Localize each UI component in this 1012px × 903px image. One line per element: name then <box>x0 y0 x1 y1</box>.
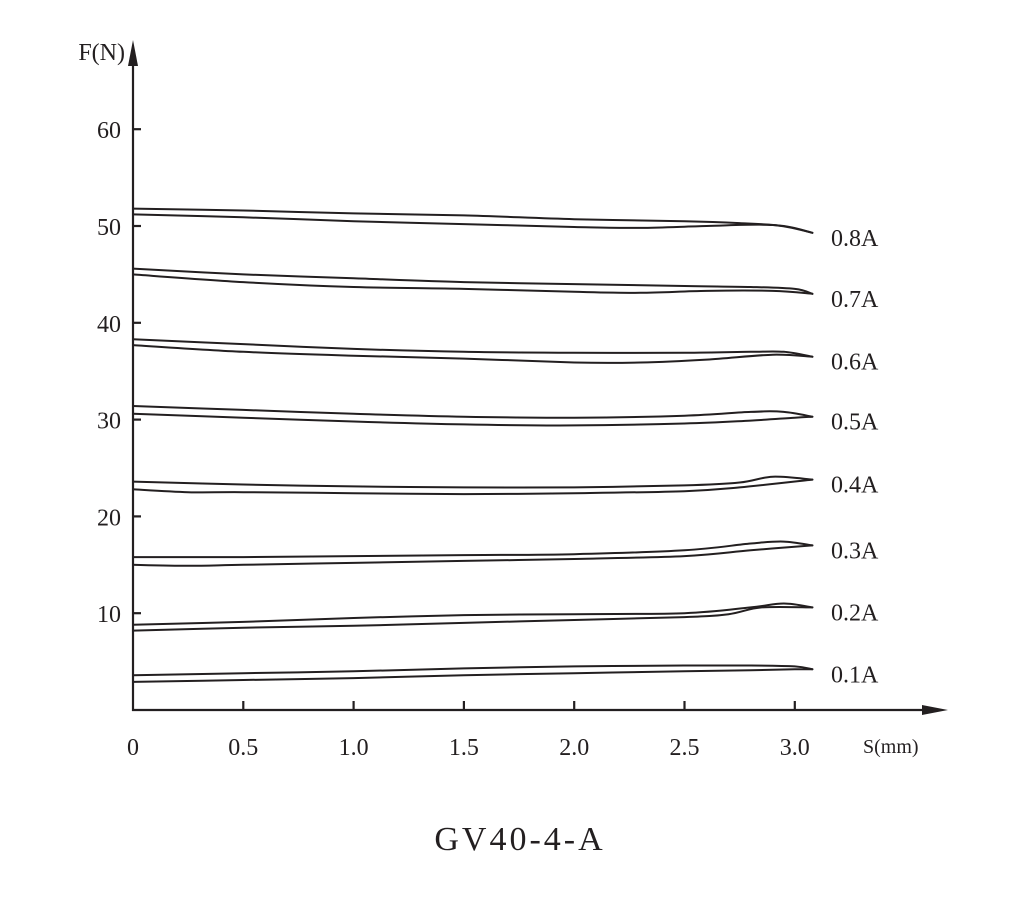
x-tick-label: 1.5 <box>449 735 479 761</box>
y-tick-label: 60 <box>97 118 121 144</box>
curve-0_6A <box>132 338 814 364</box>
lower-branch <box>132 412 814 427</box>
series-label: 0.1A <box>831 662 879 688</box>
series-label: 0.7A <box>831 287 879 313</box>
x-tick-label: 1.0 <box>339 735 369 761</box>
lower-branch <box>132 544 814 567</box>
y-ticks: 10 20 30 40 50 60 <box>97 118 141 628</box>
curve-0_8A <box>132 207 814 234</box>
x-axis-arrow-icon <box>922 705 948 715</box>
y-tick-label: 40 <box>97 312 121 338</box>
series-label: 0.4A <box>831 473 879 499</box>
upper-branch <box>132 267 814 295</box>
lower-branch <box>132 478 814 496</box>
y-tick-label: 10 <box>97 602 121 628</box>
curve-0_2A <box>132 602 814 632</box>
x-tick-label: 0.5 <box>228 735 258 761</box>
lower-branch <box>132 213 814 234</box>
series-label: 0.5A <box>831 410 879 436</box>
upper-branch <box>132 475 814 489</box>
x-tick-label: 2.0 <box>559 735 589 761</box>
y-axis-title: F(N) <box>78 40 125 66</box>
y-axis-arrow-icon <box>128 40 138 66</box>
y-tick-label: 30 <box>97 409 121 435</box>
lower-branch <box>132 344 814 364</box>
y-tick-label: 50 <box>97 215 121 241</box>
upper-branch <box>132 540 814 559</box>
upper-branch <box>132 207 814 234</box>
x-tick-label: 2.5 <box>670 735 700 761</box>
series-labels: 0.1A 0.2A 0.3A 0.4A 0.5A 0.6A 0.7A 0.8A <box>831 226 879 689</box>
curve-0_1A <box>132 664 814 683</box>
x-axis-title: S(mm) <box>863 736 919 758</box>
lower-branch <box>132 605 814 632</box>
curve-0_3A <box>132 540 814 567</box>
x-ticks: 0 0.5 1.0 1.5 2.0 2.5 3.0 <box>127 701 810 761</box>
y-tick-label: 20 <box>97 505 121 531</box>
lower-branch <box>132 668 814 683</box>
series-label: 0.3A <box>831 538 879 564</box>
curve-0_7A <box>132 267 814 295</box>
upper-branch <box>132 664 814 677</box>
chart-caption: GV40-4-A <box>434 821 605 858</box>
curves <box>132 207 814 683</box>
series-label: 0.6A <box>831 350 879 376</box>
upper-branch <box>132 602 814 626</box>
curve-0_4A <box>132 475 814 496</box>
x-tick-label: 0 <box>127 735 139 761</box>
upper-branch <box>132 338 814 358</box>
lower-branch <box>132 273 814 295</box>
x-tick-label: 3.0 <box>780 735 810 761</box>
upper-branch <box>132 405 814 419</box>
series-label: 0.8A <box>831 226 879 252</box>
series-label: 0.2A <box>831 600 879 626</box>
curve-0_5A <box>132 405 814 427</box>
